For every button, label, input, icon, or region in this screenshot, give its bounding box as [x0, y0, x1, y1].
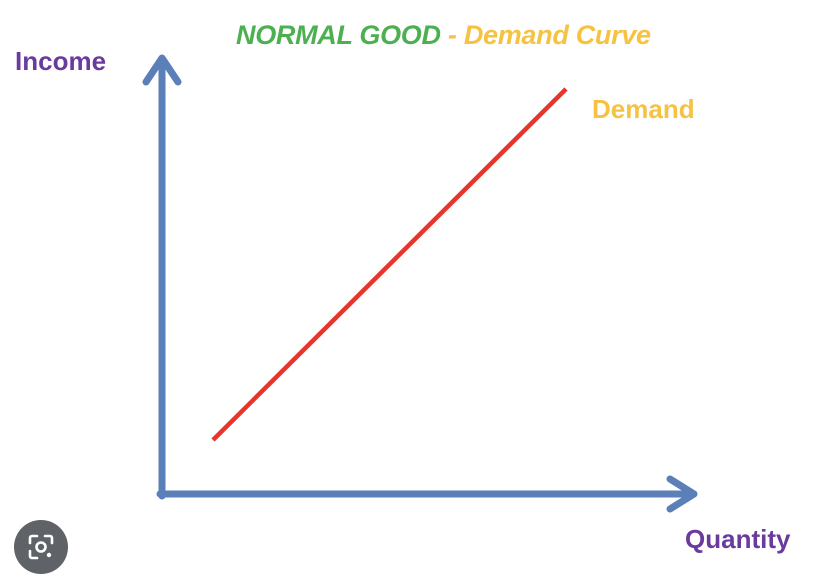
title-normal-good: NORMAL GOOD: [236, 20, 441, 50]
lens-search-icon: [28, 534, 54, 560]
title-separator: -: [440, 20, 464, 50]
x-axis-arrowhead: [666, 475, 698, 513]
lens-search-button[interactable]: [14, 520, 68, 574]
title-demand-curve: Demand Curve: [463, 20, 651, 50]
demand-curve-label: Demand: [592, 94, 695, 124]
diagram-title: NORMAL GOOD - Demand Curve: [236, 20, 651, 51]
demand-curve-line: [211, 87, 568, 442]
y-axis-arrowhead: [142, 54, 182, 86]
x-axis-label: Quantity: [685, 524, 791, 554]
y-axis-label: Income: [15, 46, 107, 76]
